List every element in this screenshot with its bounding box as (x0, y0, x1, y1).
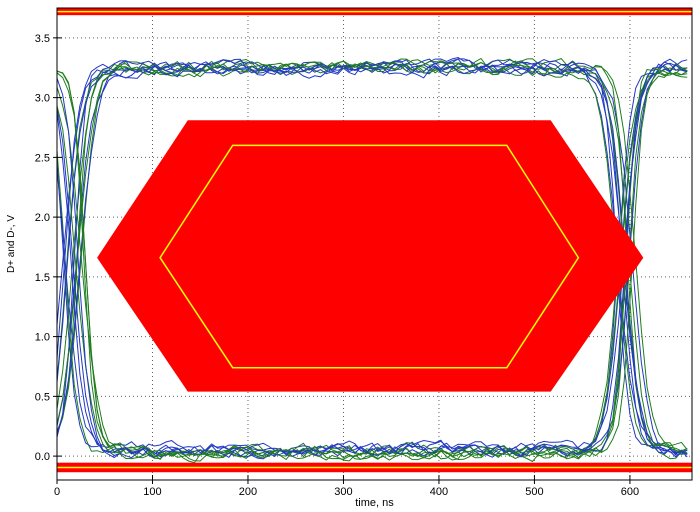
signal-trace (57, 58, 688, 451)
labels: 0 100 200 300 400 500 600 0.0 0.5 1.0 1.5 2.0 2.5 3.0… (6, 33, 639, 509)
y-tick-label: 3.0 (35, 93, 50, 105)
signal-trace (57, 61, 688, 458)
signal-trace (57, 63, 688, 456)
x-tick-label: 200 (239, 486, 257, 498)
y-tick-label: 0.0 (35, 451, 50, 463)
x-tick-label: 0 (54, 486, 60, 498)
y-tick-label: 2.5 (35, 152, 50, 164)
x-tick-label: 600 (621, 486, 639, 498)
signal-trace (57, 63, 688, 456)
mask-regions (57, 8, 692, 473)
x-tick-label: 100 (143, 486, 161, 498)
signal-trace (57, 70, 688, 461)
y-tick-label: 0.5 (35, 391, 50, 403)
plot-border (56, 7, 693, 481)
eye-mask-inner-outline (159, 144, 580, 369)
eye-mask-hexagon (97, 120, 644, 392)
y-axis-label: D+ and D-, V (6, 215, 17, 273)
x-tick-label: 300 (334, 486, 352, 498)
x-tick-label: 400 (430, 486, 448, 498)
axes (53, 7, 693, 484)
eye-traces (57, 56, 688, 464)
x-tick-label: 500 (525, 486, 543, 498)
y-tick-label: 3.5 (35, 33, 50, 45)
y-tick-label: 1.0 (35, 332, 50, 344)
y-tick-label: 2.0 (35, 212, 50, 224)
signal-trace (57, 60, 688, 455)
x-axis-label: time, ns (355, 497, 394, 509)
y-tick-label: 1.5 (35, 272, 50, 284)
